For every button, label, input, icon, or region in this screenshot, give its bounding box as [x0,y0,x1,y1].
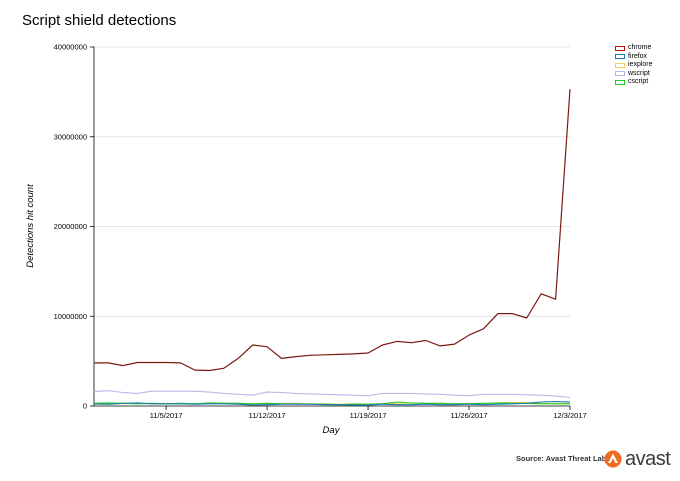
legend-item-wscript: wscript [615,70,653,79]
legend-item-chrome: chrome [615,44,653,53]
legend-item-iexplore: iexplore [615,61,653,70]
axes [90,46,571,410]
y-axis-label: Detections hit count [25,184,36,268]
series-line-firefox [93,400,571,406]
x-tick-label: 11/12/2017 [249,411,286,420]
y-tick-label: 30000000 [54,132,87,141]
y-tick-labels: 0 10000000 20000000 30000000 40000000 [54,43,87,411]
legend-label: firefox [628,52,648,60]
gridlines [94,46,570,317]
x-axis-label: Day [323,425,341,436]
y-tick-label: 20000000 [54,222,87,231]
legend-swatch [615,62,625,68]
y-tick-label: 10000000 [54,312,87,321]
chart-title: Script shield detections [22,12,177,29]
x-tick-label: 11/19/2017 [350,411,387,420]
legend-swatch [615,54,625,60]
avast-logo: avast [603,446,671,472]
legend-label: iexplore [628,61,653,68]
avast-logo-text: avast [625,447,671,470]
x-tick-label: 11/26/2017 [451,411,488,420]
legend-swatch [615,71,625,77]
legend-label: chrome [628,44,652,51]
legend-swatch [615,79,625,85]
legend-swatch [615,45,625,51]
y-tick-label: 0 [83,402,87,411]
source-note: Source: Avast Threat Labs [516,454,611,463]
series-lines [93,89,571,406]
series-line-chrome [94,89,571,372]
avast-logo-icon [604,450,622,468]
y-tick-label: 40000000 [54,43,87,52]
x-tick-labels: 11/5/2017 11/12/2017 11/19/2017 11/26/2017 1… [150,411,587,420]
legend: chrome firefox iexplore wscript cscript [615,44,653,87]
legend-item-firefox: firefox [615,53,653,62]
x-tick-label: 12/3/2017 [553,411,586,420]
legend-label: wscript [628,69,650,77]
legend-item-cscript: cscript [615,78,653,87]
series-line-wscript [93,390,571,399]
legend-label: cscript [628,78,649,85]
x-tick-label: 11/5/2017 [150,411,183,420]
